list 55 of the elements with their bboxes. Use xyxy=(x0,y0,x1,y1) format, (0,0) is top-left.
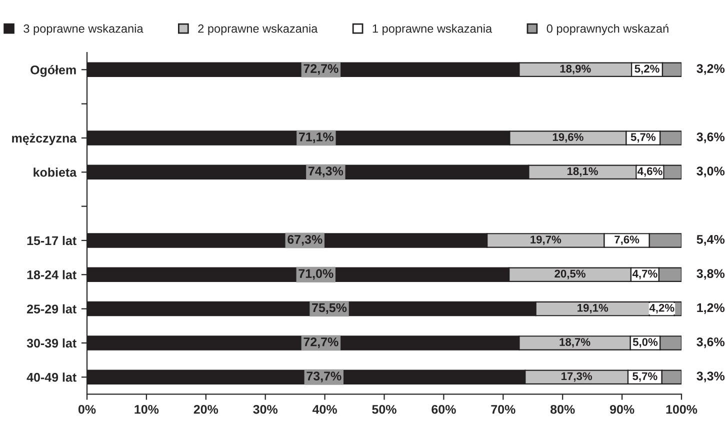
x-tick-label: 80% xyxy=(550,404,575,414)
data-label: 18,9% xyxy=(560,64,591,74)
x-tick-label: 70% xyxy=(491,404,516,414)
x-tick-label: 90% xyxy=(610,404,634,414)
data-label: 17,3% xyxy=(562,372,592,382)
x-tick-label: 40% xyxy=(312,404,337,414)
data-label: 19,6% xyxy=(552,133,584,143)
x-tick-label: 30% xyxy=(253,404,278,414)
y-tick-label: 18-24 lat xyxy=(27,270,76,280)
data-label: 5,7% xyxy=(630,133,656,143)
data-label: 67,3% xyxy=(288,234,322,246)
data-label: 18,1% xyxy=(567,167,598,177)
data-label: 72,7% xyxy=(304,337,338,348)
legend-label: 2 poprawne wskazania xyxy=(198,24,318,36)
data-label: 75,5% xyxy=(312,303,347,314)
y-tick-label: Ogółem xyxy=(30,65,76,77)
data-label: 71,0% xyxy=(298,269,334,280)
x-tick-label: 60% xyxy=(432,404,456,414)
x-tick-label: 100% xyxy=(666,404,698,414)
data-label: 72,7% xyxy=(304,64,338,75)
x-tick-label: 50% xyxy=(372,404,396,414)
y-tick-label: 30-39 lat xyxy=(26,338,76,348)
y-tick-label: 15-17 lat xyxy=(27,236,76,246)
data-label: 19,7% xyxy=(530,236,562,246)
data-label: 3,8% xyxy=(696,269,725,280)
data-label: 7,6% xyxy=(614,236,640,246)
data-label: 5,0% xyxy=(632,338,658,348)
y-tick-label: kobieta xyxy=(34,168,77,177)
data-label: 5,4% xyxy=(696,234,725,246)
data-label: 3,2% xyxy=(696,64,725,75)
legend-label: 0 poprawnych wskazań xyxy=(546,24,668,36)
data-label: 4,2% xyxy=(649,304,674,314)
data-label: 74,3% xyxy=(308,166,344,178)
data-label: 3,0% xyxy=(696,166,725,178)
data-label: 4,6% xyxy=(638,167,662,177)
data-label: 5,7% xyxy=(632,372,658,382)
data-label: 71,1% xyxy=(298,132,334,144)
x-tick-label: 0% xyxy=(78,404,96,414)
data-label: 3,6% xyxy=(696,337,725,348)
data-label: 5,2% xyxy=(634,64,660,74)
data-label: 3,6% xyxy=(696,132,725,144)
data-label: 19,1% xyxy=(578,304,608,314)
data-label: 18,7% xyxy=(560,338,590,348)
x-tick-label: 20% xyxy=(194,404,218,414)
y-tick-label: 40-49 lat xyxy=(26,372,76,382)
y-tick-label: 25-29 lat xyxy=(26,304,76,314)
y-tick-label: mężczyzna xyxy=(12,133,77,146)
data-label: 4,7% xyxy=(632,270,658,280)
data-label: 3,3% xyxy=(696,372,725,382)
data-label: 73,7% xyxy=(306,372,342,382)
data-label: 1,2% xyxy=(697,303,725,314)
legend-label: 1 poprawne wskazania xyxy=(372,24,492,36)
x-tick-label: 10% xyxy=(134,404,159,414)
legend-label: 3 poprawne wskazania xyxy=(24,24,144,36)
data-label: 20,5% xyxy=(554,270,586,280)
